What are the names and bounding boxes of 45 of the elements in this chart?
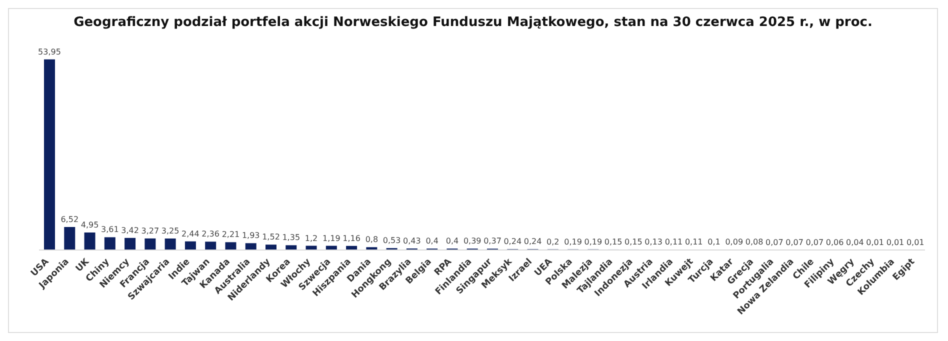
data-label: 3,61: [101, 225, 119, 234]
data-label: 0,11: [684, 238, 703, 247]
data-label: 0,43: [403, 236, 421, 246]
data-label: 0,4: [426, 236, 438, 246]
data-label: 0,08: [745, 238, 764, 247]
data-label: 0,37: [484, 236, 502, 246]
data-label: 0,19: [564, 237, 582, 246]
data-label: 2,21: [222, 230, 240, 240]
data-label: 0,24: [504, 237, 522, 246]
data-label: 1,93: [242, 231, 260, 240]
data-label: 53,95: [38, 47, 61, 56]
data-label: 2,44: [182, 229, 200, 238]
data-label: 0,13: [644, 238, 662, 247]
data-label: 2,36: [202, 230, 220, 239]
data-label: 0,11: [664, 238, 683, 247]
data-label: 0,8: [365, 235, 378, 244]
data-label: 1,52: [262, 232, 280, 242]
data-label: 1,19: [322, 234, 340, 243]
data-label: 0,19: [584, 237, 602, 246]
data-label: 0,4: [446, 236, 459, 246]
data-label: 4,95: [80, 220, 99, 230]
data-label: 0,06: [826, 238, 844, 247]
data-label: 1,35: [282, 233, 300, 242]
data-label: 0,39: [463, 236, 482, 246]
data-label: 3,25: [161, 226, 180, 236]
data-label: 0,24: [524, 237, 542, 246]
data-label: 0,09: [725, 238, 744, 247]
data-label: 0,15: [604, 237, 622, 246]
data-label: 1,2: [304, 234, 318, 243]
data-label: 0,53: [382, 236, 401, 246]
data-label: 0,01: [906, 238, 924, 247]
data-label: 3,27: [141, 226, 160, 236]
data-label: 0,07: [786, 238, 804, 247]
data-label: 0,01: [886, 238, 904, 247]
chart-title: Geograficzny podział portfela akcji Norweskiego Funduszu Majątkowego, stan na 30 czerwca 2025 r., w proc.: [72, 14, 874, 30]
data-label: 0,01: [866, 238, 884, 247]
data-label: 1,16: [342, 234, 360, 243]
data-label: 0,07: [806, 238, 824, 247]
data-label: 0,07: [766, 238, 784, 247]
data-label: 0,04: [846, 238, 864, 247]
data-label: 0,15: [624, 237, 642, 246]
data-label: 3,42: [121, 226, 139, 235]
data-label: 0,2: [546, 237, 560, 246]
data-label: 6,52: [60, 214, 79, 224]
data-label: 0,1: [708, 238, 720, 247]
